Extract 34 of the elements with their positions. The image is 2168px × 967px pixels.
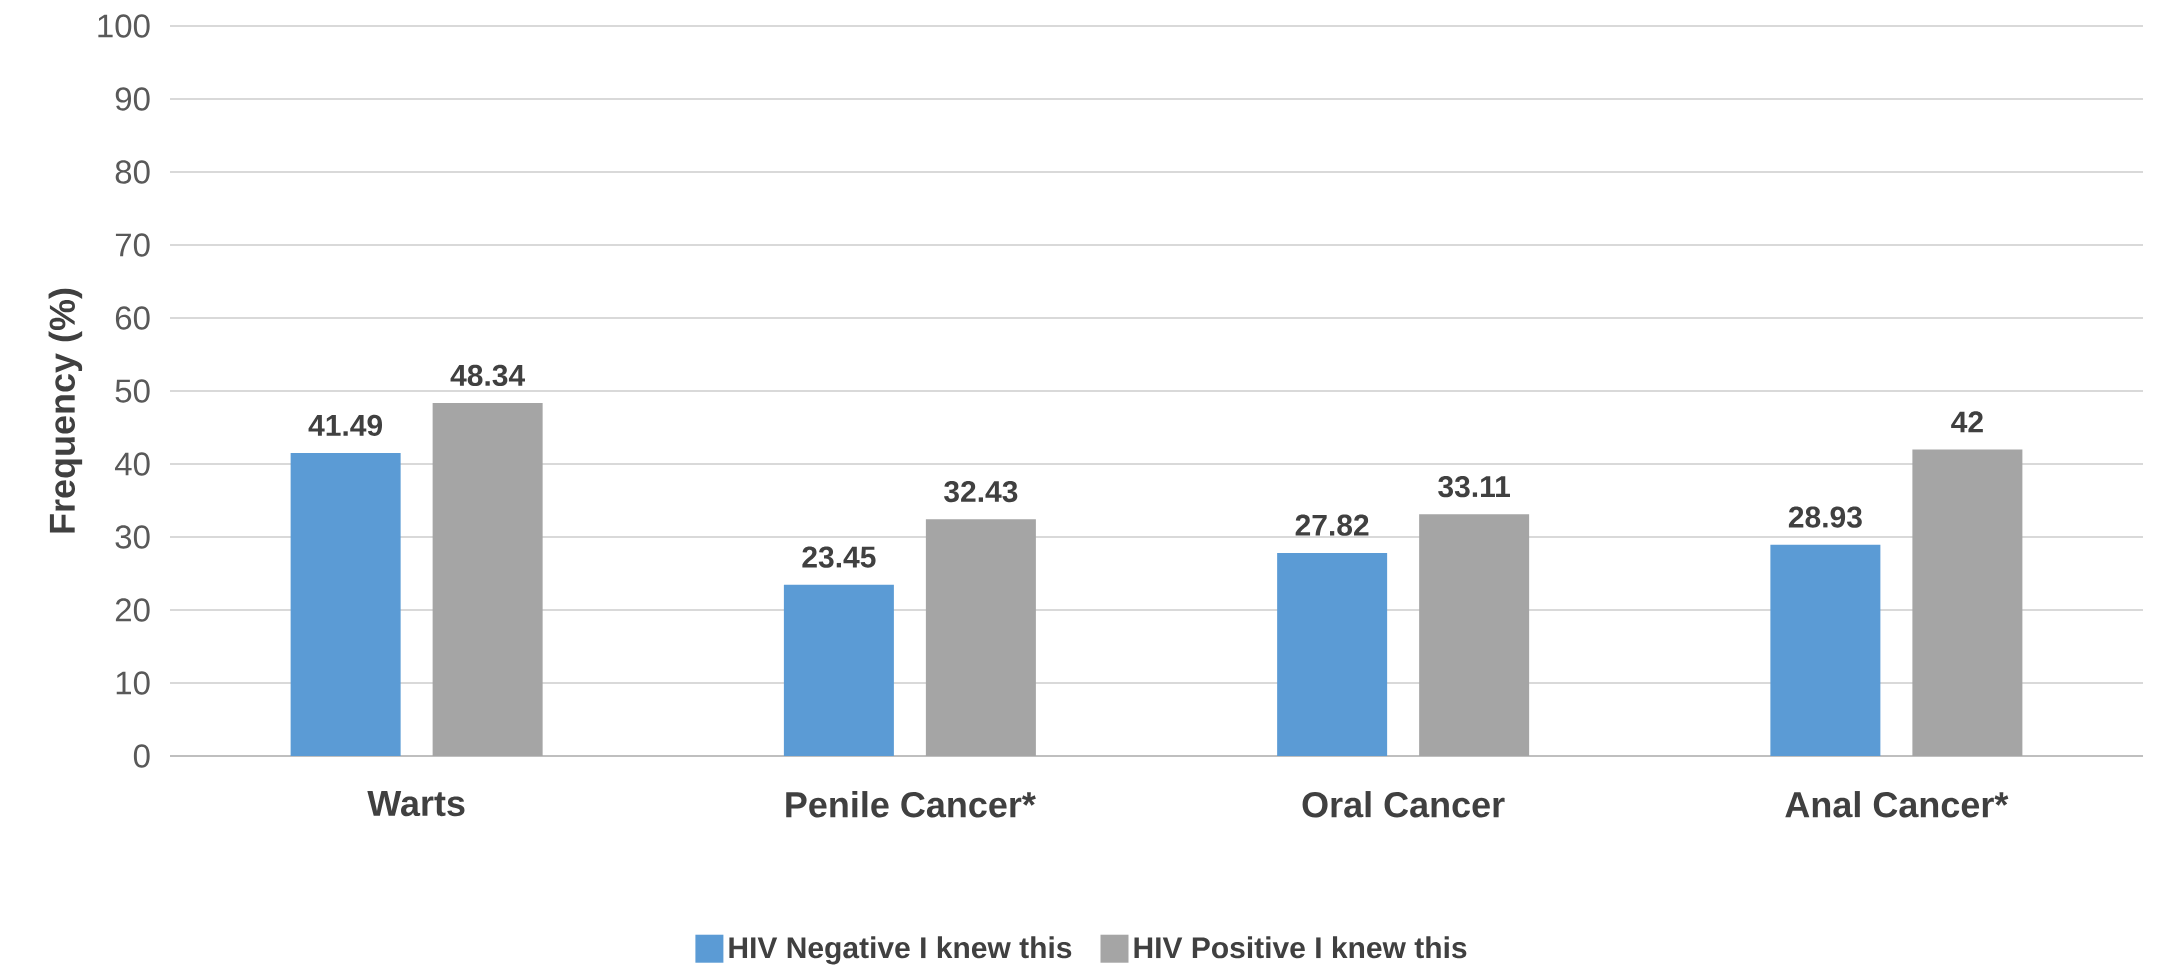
y-tick-label: 0: [133, 744, 150, 768]
data-label: 48.34: [450, 364, 526, 387]
data-label: 42: [1951, 411, 1983, 433]
y-tick-label: 20: [115, 598, 150, 622]
y-tick-label: 60: [115, 306, 150, 330]
bar: [1912, 449, 2023, 756]
data-label: 33.11: [1438, 475, 1510, 498]
bar: [1419, 514, 1530, 756]
data-label: 41.49: [308, 414, 383, 437]
x-tick-label: Warts: [367, 791, 465, 817]
y-tick-label: 80: [115, 160, 150, 184]
x-tick-label: Oral Cancer: [1302, 791, 1505, 818]
data-label: 27.82: [1295, 514, 1369, 536]
bar: [290, 453, 401, 756]
data-label: 28.93: [1788, 506, 1862, 528]
bar: [1277, 552, 1388, 756]
data-label: 23.45: [802, 546, 876, 568]
y-tick-label: 30: [115, 525, 150, 549]
y-axis-title: Frequency (%): [48, 288, 83, 533]
bar: [1770, 544, 1881, 756]
y-tick-label: 90: [115, 87, 150, 111]
bar: [432, 403, 543, 756]
y-tick-label: 40: [114, 452, 150, 476]
x-tick-label: Anal Cancer*: [1785, 791, 2009, 818]
y-tick-label: 10: [116, 671, 150, 695]
legend-label: HIV Negative I knew this: [729, 936, 1072, 965]
data-label: 32.43: [944, 480, 1018, 503]
bar: [925, 519, 1036, 756]
legend-label: HIV Positive I knew this: [1134, 936, 1467, 959]
y-tick-label: 50: [115, 379, 150, 403]
y-tick-label: 70: [115, 233, 150, 257]
bar: [783, 584, 894, 756]
x-tick-label: Penile Cancer*: [786, 791, 1036, 818]
y-tick-label: 100: [98, 14, 150, 38]
